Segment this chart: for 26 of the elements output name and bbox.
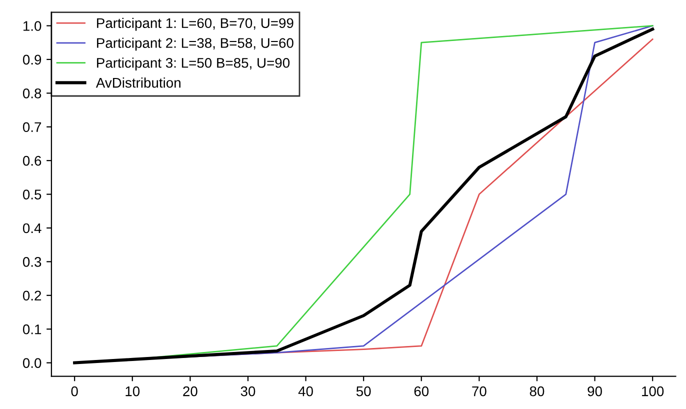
y-tick-label: 0.6 xyxy=(22,156,42,166)
y-tick-label: 0.3 xyxy=(22,257,42,267)
y-tick-label: 0.0 xyxy=(22,358,42,368)
x-tick-label: 20 xyxy=(183,386,198,396)
legend-label: Participant 2: L=38, B=58, U=60 xyxy=(97,38,294,51)
x-tick-label: 40 xyxy=(298,386,313,396)
x-tick-label: 100 xyxy=(642,386,664,396)
legend-label: AvDistribution xyxy=(96,78,180,88)
y-tick-label: 0.7 xyxy=(22,122,42,132)
x-tick-label: 70 xyxy=(472,386,486,396)
y-tick-label: 0.8 xyxy=(22,88,42,98)
y-tick-label: 0.2 xyxy=(22,290,42,301)
x-tick-label: 30 xyxy=(240,386,256,396)
x-tick-label: 0 xyxy=(71,386,78,396)
legend-label: Participant 3: L=50 B=85, U=90 xyxy=(97,58,290,71)
x-tick-label: 90 xyxy=(588,386,602,396)
x-tick-label: 60 xyxy=(414,386,429,396)
y-tick-label: 0.5 xyxy=(22,190,42,200)
y-tick-label: 0.4 xyxy=(22,223,42,234)
legend-label: Participant 1: L=60, B=70, U=99 xyxy=(97,18,294,31)
y-tick-label: 1.0 xyxy=(23,21,42,31)
x-tick-label: 50 xyxy=(356,386,371,396)
x-tick-label: 80 xyxy=(530,386,544,396)
x-tick-label: 10 xyxy=(126,386,140,396)
y-tick-label: 0.1 xyxy=(22,324,42,334)
y-tick-label: 0.9 xyxy=(22,54,42,65)
